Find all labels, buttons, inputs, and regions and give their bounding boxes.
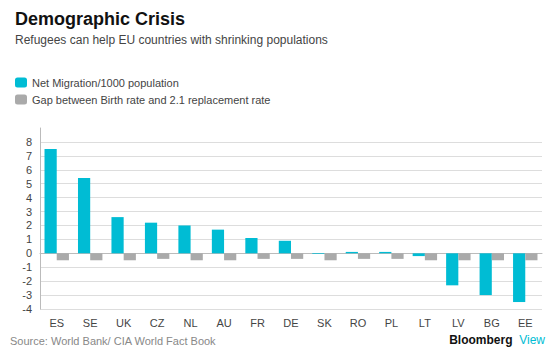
svg-text:7: 7 — [26, 150, 32, 162]
svg-text:Source: World Bank/ CIA World: Source: World Bank/ CIA World Fact Book — [10, 335, 216, 347]
svg-text:Gap between Birth rate and 2.1: Gap between Birth rate and 2.1 replaceme… — [32, 94, 270, 106]
svg-text:DE: DE — [283, 317, 298, 329]
svg-text:LT: LT — [419, 317, 431, 329]
svg-text:SE: SE — [83, 317, 98, 329]
svg-text:BG: BG — [484, 317, 500, 329]
svg-text:CZ: CZ — [150, 317, 165, 329]
svg-text:-1: -1 — [22, 261, 32, 273]
svg-text:-4: -4 — [22, 303, 32, 315]
svg-text:PL: PL — [385, 317, 398, 329]
svg-text:-3: -3 — [22, 289, 32, 301]
svg-text:5: 5 — [26, 178, 32, 190]
svg-text:AU: AU — [216, 317, 231, 329]
svg-text:6: 6 — [26, 164, 32, 176]
svg-text:UK: UK — [116, 317, 132, 329]
svg-text:NL: NL — [184, 317, 198, 329]
svg-text:EE: EE — [518, 317, 533, 329]
svg-text:3: 3 — [26, 206, 32, 218]
svg-text:View: View — [519, 333, 545, 347]
svg-text:-2: -2 — [22, 275, 32, 287]
svg-text:Demographic Crisis: Demographic Crisis — [15, 9, 185, 29]
svg-text:Refugees can help EU countries: Refugees can help EU countries with shri… — [15, 33, 328, 47]
svg-text:2: 2 — [26, 219, 32, 231]
svg-text:Net Migration/1000 population: Net Migration/1000 population — [32, 77, 179, 89]
svg-text:LV: LV — [452, 317, 465, 329]
svg-text:8: 8 — [26, 136, 32, 148]
svg-text:SK: SK — [317, 317, 332, 329]
svg-text:0: 0 — [26, 247, 32, 259]
svg-text:1: 1 — [26, 233, 32, 245]
svg-text:FR: FR — [250, 317, 265, 329]
svg-text:4: 4 — [26, 192, 32, 204]
svg-text:ES: ES — [49, 317, 64, 329]
svg-text:Bloomberg: Bloomberg — [449, 333, 512, 347]
svg-text:RO: RO — [350, 317, 367, 329]
